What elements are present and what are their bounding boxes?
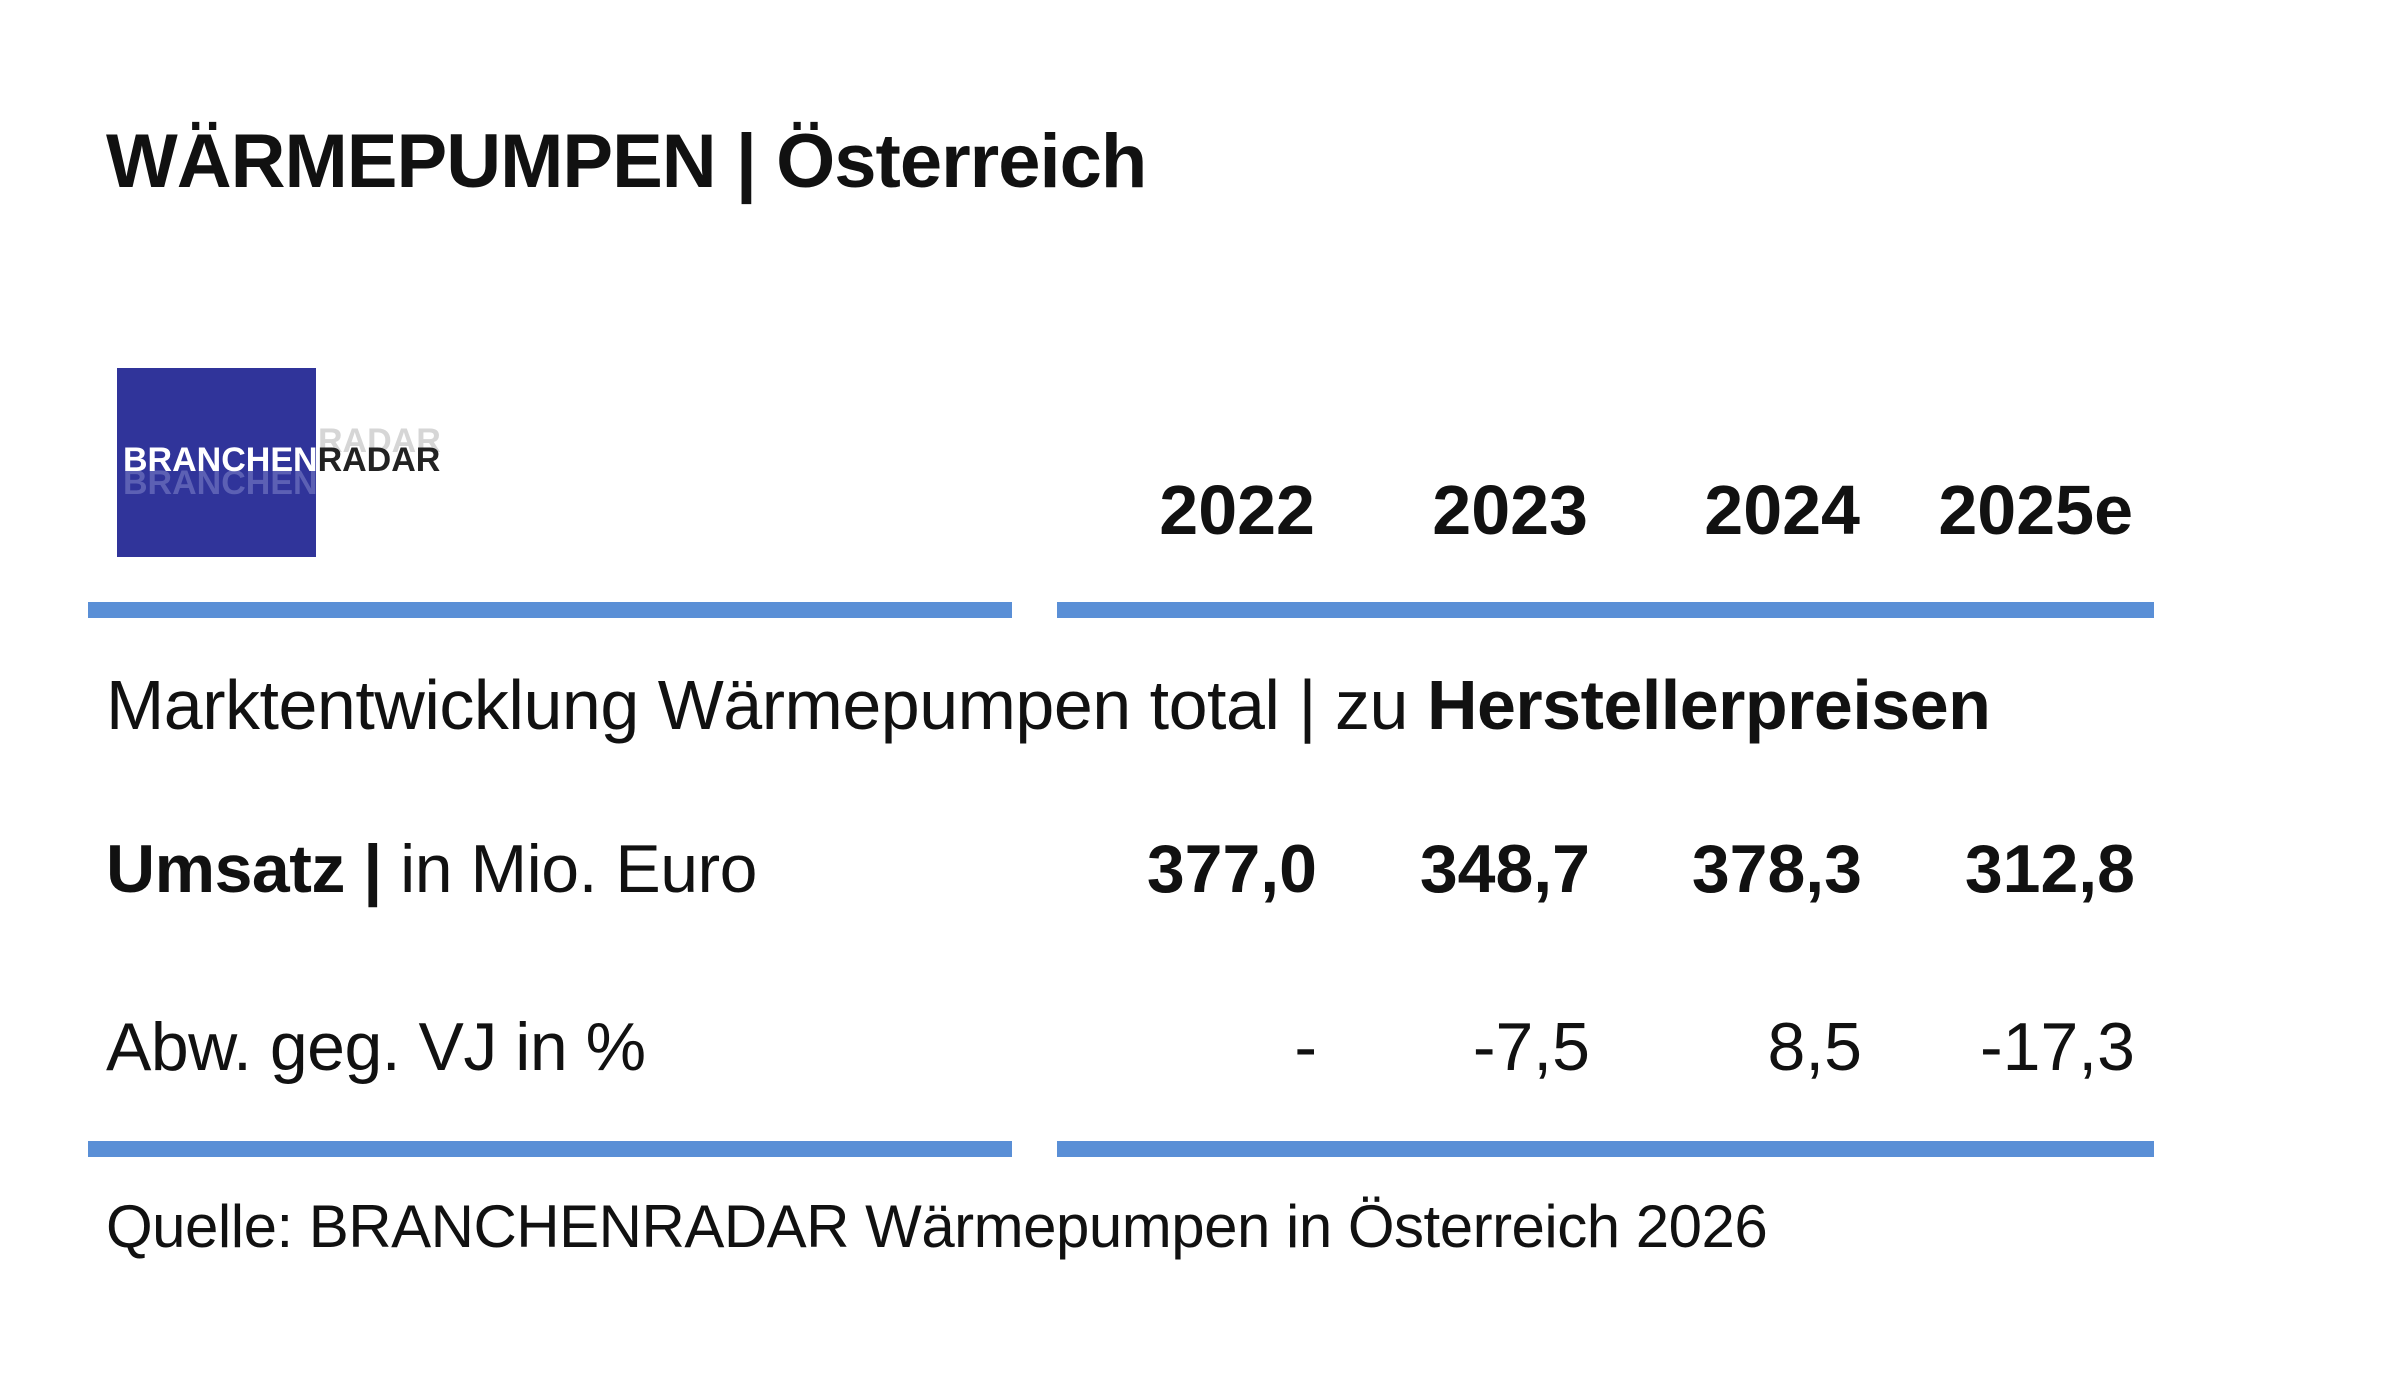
logo-wordmark-part2: RADAR	[317, 441, 441, 479]
column-header-2022: 2022	[1159, 471, 1315, 549]
cell-umsatz-2023: 348,7	[1419, 831, 1590, 907]
cell-umsatz-2025e: 312,8	[1964, 831, 2135, 907]
cell-umsatz-2022: 377,0	[1146, 831, 1317, 907]
table-subtitle-bold: Herstellerpreisen	[1426, 666, 1991, 744]
row-label-abweichung: Abw. geg. VJ in %	[106, 1008, 646, 1086]
logo-wordmark-part1: BRANCHEN	[123, 441, 318, 479]
row-label-abweichung-text: Abw. geg. VJ in %	[106, 1009, 646, 1085]
footer-rule-left	[88, 1141, 1012, 1157]
source-note: Quelle: BRANCHENRADAR Wärmepumpen in Öst…	[106, 1193, 1768, 1260]
table-subtitle-regular: Marktentwicklung Wärmepumpen total | zu	[106, 666, 1427, 744]
cell-umsatz-2024: 378,3	[1691, 831, 1862, 907]
cell-abweichung-2022: -	[1294, 1009, 1317, 1085]
cell-abweichung-2023: -7,5	[1472, 1009, 1590, 1085]
cell-abweichung-2025e: -17,3	[1980, 1009, 2135, 1085]
branchenradar-logo	[117, 368, 316, 557]
logo-reflection: BRANCHEN	[123, 464, 318, 502]
row-label-umsatz: Umsatz | in Mio. Euro	[106, 830, 757, 908]
column-header-2025e: 2025e	[1938, 471, 2133, 549]
cell-abweichung-2024: 8,5	[1767, 1009, 1862, 1085]
header-rule-right	[1057, 602, 2154, 618]
footer-rule-right	[1057, 1141, 2154, 1157]
logo-wordmark: BRANCHENRADAR	[123, 443, 440, 477]
column-header-2023: 2023	[1432, 471, 1588, 549]
header-rule-left	[88, 602, 1012, 618]
logo-reflection-radar: RADAR	[318, 422, 441, 460]
row-label-umsatz-bold: Umsatz |	[106, 831, 382, 907]
page-title: WÄRMEPUMPEN | Österreich	[106, 119, 1147, 204]
row-label-umsatz-unit: in Mio. Euro	[381, 831, 757, 907]
table-subtitle: Marktentwicklung Wärmepumpen total | zu …	[106, 665, 1991, 745]
column-header-2024: 2024	[1704, 471, 1860, 549]
